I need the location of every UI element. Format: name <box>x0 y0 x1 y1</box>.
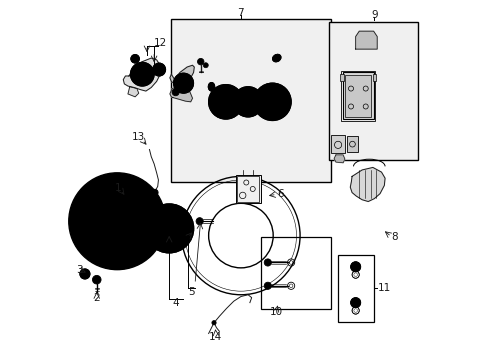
Bar <box>235 175 260 203</box>
Circle shape <box>203 63 208 68</box>
Bar <box>341 71 375 121</box>
Text: 10: 10 <box>270 307 283 317</box>
Bar <box>346 136 357 152</box>
Circle shape <box>350 262 360 272</box>
Polygon shape <box>355 31 376 49</box>
Text: 9: 9 <box>370 10 377 20</box>
Bar <box>328 22 418 160</box>
Text: 14: 14 <box>209 332 222 342</box>
Circle shape <box>196 218 203 225</box>
Circle shape <box>152 63 165 76</box>
Text: 3: 3 <box>76 265 82 275</box>
Polygon shape <box>349 167 384 202</box>
Circle shape <box>131 54 139 63</box>
Circle shape <box>264 259 271 266</box>
Text: 12: 12 <box>153 38 166 48</box>
Circle shape <box>173 73 193 93</box>
Text: 8: 8 <box>391 232 397 242</box>
Ellipse shape <box>208 82 214 91</box>
Text: 11: 11 <box>377 283 390 293</box>
Circle shape <box>95 199 139 243</box>
Circle shape <box>151 189 158 196</box>
Text: 6: 6 <box>276 189 283 199</box>
Text: 5: 5 <box>188 287 194 297</box>
Text: 7: 7 <box>237 8 244 18</box>
Bar <box>237 176 258 202</box>
Circle shape <box>172 89 179 96</box>
Bar <box>343 72 373 119</box>
Circle shape <box>350 298 360 308</box>
Bar <box>340 74 343 81</box>
Circle shape <box>159 219 179 238</box>
Polygon shape <box>333 155 344 163</box>
Circle shape <box>130 62 154 86</box>
Polygon shape <box>123 58 161 91</box>
Bar <box>171 19 330 182</box>
Polygon shape <box>169 65 194 84</box>
Circle shape <box>211 320 216 325</box>
Circle shape <box>92 275 101 284</box>
Text: 4: 4 <box>172 298 179 308</box>
Circle shape <box>253 83 290 121</box>
Circle shape <box>208 85 243 119</box>
Bar <box>345 75 371 117</box>
Circle shape <box>264 282 271 289</box>
Circle shape <box>144 204 193 253</box>
Text: 2: 2 <box>93 293 100 303</box>
Text: 1: 1 <box>115 183 122 193</box>
Bar <box>330 135 344 153</box>
Polygon shape <box>169 87 192 102</box>
Bar <box>372 74 376 81</box>
Circle shape <box>80 269 90 279</box>
Circle shape <box>197 58 203 65</box>
Ellipse shape <box>272 54 281 62</box>
Text: 13: 13 <box>132 132 145 142</box>
Circle shape <box>233 87 263 117</box>
Circle shape <box>69 173 165 270</box>
Polygon shape <box>128 87 139 97</box>
Bar <box>260 237 330 309</box>
Bar <box>337 255 373 321</box>
